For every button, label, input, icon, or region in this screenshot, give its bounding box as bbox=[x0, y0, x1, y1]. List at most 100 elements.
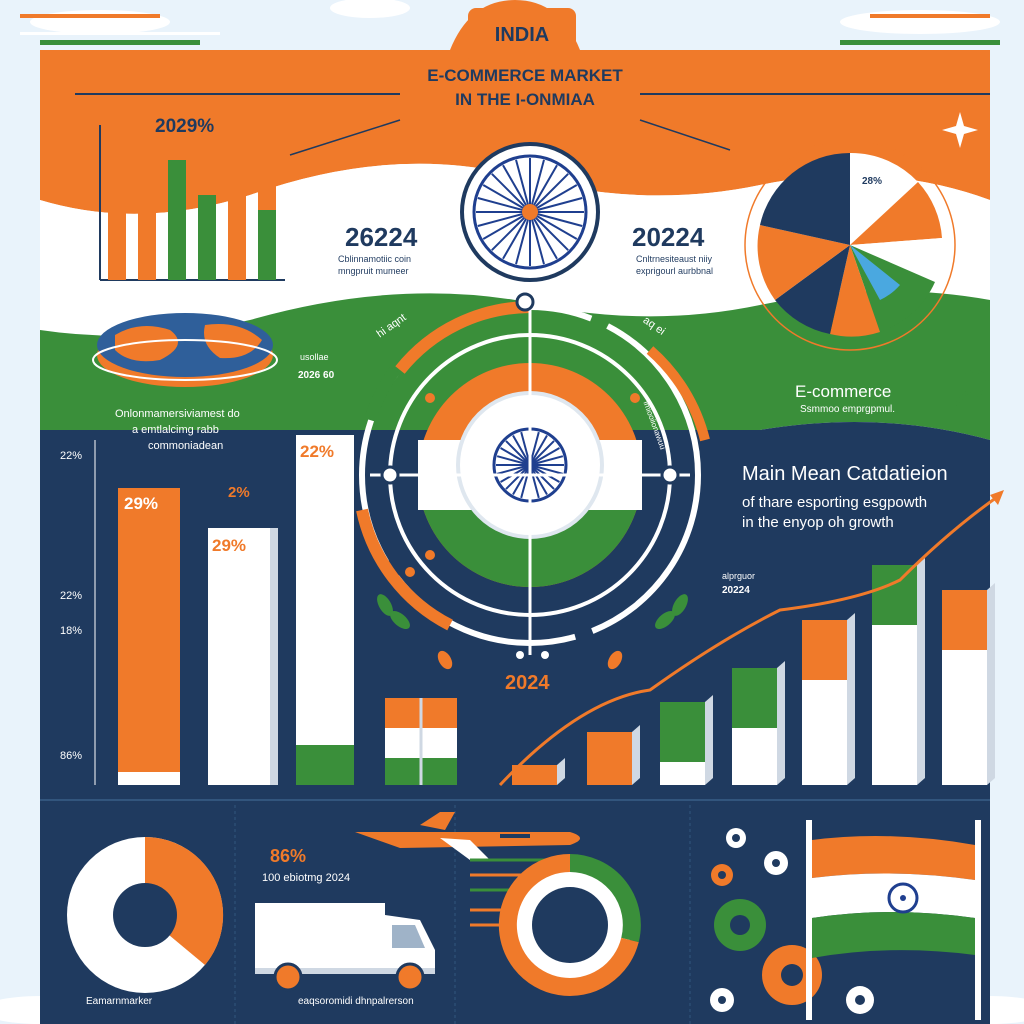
left-caption-3: commoniadean bbox=[148, 440, 224, 452]
growth-bar-base bbox=[660, 762, 705, 785]
left-bar-label: 2% bbox=[228, 484, 250, 501]
growth-bar-chart bbox=[512, 558, 995, 785]
chakra-spoke bbox=[515, 159, 531, 213]
growth-arrow bbox=[498, 493, 1001, 787]
year-right: 20224 bbox=[632, 222, 705, 252]
india-flag bbox=[806, 820, 981, 1020]
top-left-chart-label: 2029% bbox=[155, 116, 215, 137]
saffron-band bbox=[40, 0, 990, 214]
year-left-caption-2: mngpruit mumeer bbox=[338, 266, 409, 276]
header-country: INDIA bbox=[494, 24, 550, 46]
growth-bar-top bbox=[942, 590, 987, 650]
left-axis-label: 86% bbox=[60, 750, 83, 762]
ecommerce-title: E-commerce bbox=[795, 382, 892, 401]
top-bar bbox=[168, 160, 186, 280]
growth-bar-top bbox=[802, 620, 847, 680]
growth-bar-side bbox=[705, 695, 713, 785]
growth-caption-2: 20224 bbox=[722, 585, 750, 596]
chakra-spoke bbox=[529, 464, 564, 475]
donut-caption: Eamarnmarker bbox=[86, 996, 153, 1007]
ring-year: 2024 bbox=[505, 672, 550, 694]
growth-bar-top bbox=[512, 765, 557, 785]
left-axis-label: 18% bbox=[60, 625, 83, 637]
year-left: 26224 bbox=[345, 222, 418, 252]
globe-illustration bbox=[92, 313, 278, 387]
center-ring-chart bbox=[356, 292, 710, 659]
growth-bar-side bbox=[987, 583, 995, 785]
chakra-spoke bbox=[496, 464, 531, 475]
chakra-spoke bbox=[491, 211, 531, 251]
chakra-spoke bbox=[477, 197, 531, 213]
left-bar-label: 29% bbox=[124, 494, 159, 513]
growth-bar-side bbox=[917, 558, 925, 785]
top-right-pie-chart bbox=[744, 139, 956, 351]
top-left-bar-chart bbox=[99, 125, 285, 281]
chakra-spoke bbox=[529, 159, 545, 213]
left-bar-label: 22% bbox=[300, 442, 335, 461]
top-bar bbox=[108, 195, 126, 280]
year-right-caption-1: Cnltrnesiteaust niiy bbox=[636, 254, 713, 264]
chakra-spoke bbox=[529, 440, 555, 466]
chakra-spoke bbox=[529, 464, 548, 495]
growth-caption-1: alprguor bbox=[722, 571, 756, 581]
growth-bar-base bbox=[872, 625, 917, 785]
chakra-spoke bbox=[482, 184, 531, 213]
chakra-spoke bbox=[491, 173, 531, 213]
growth-bar-base bbox=[732, 728, 777, 785]
growth-bar-top bbox=[660, 702, 705, 762]
chakra-spoke bbox=[529, 464, 555, 490]
left-caption-2: a emtlalcimg rabb bbox=[132, 424, 219, 436]
globe-label-right: 2026 bbox=[218, 305, 243, 317]
truck-icon bbox=[255, 903, 435, 992]
chakra-spoke bbox=[496, 455, 531, 466]
chakra-spoke bbox=[529, 197, 583, 213]
header-title-line1: E-COMMERCE MARKET bbox=[427, 66, 623, 85]
chakra-spoke bbox=[529, 184, 578, 213]
chakra-spoke bbox=[529, 211, 569, 251]
globe-label-left: 2026 bbox=[132, 305, 157, 317]
plane-percent: 86% bbox=[270, 846, 307, 866]
left-bar-chart bbox=[94, 435, 354, 785]
top-bar bbox=[138, 160, 156, 280]
plane-icon bbox=[355, 812, 580, 860]
chakra-spoke bbox=[477, 211, 531, 227]
chakra-spoke bbox=[529, 435, 548, 466]
bottom-donut-chart bbox=[67, 836, 224, 993]
left-bar-label: 29% bbox=[212, 536, 247, 555]
truck-caption: eaqsoromidi dhnpalrerson bbox=[298, 996, 414, 1007]
chakra-spoke bbox=[529, 211, 583, 227]
plane-caption: 100 ebiotmg 2024 bbox=[262, 872, 351, 884]
left-bar bbox=[296, 435, 354, 785]
growth-bar-top bbox=[732, 668, 777, 728]
chakra-spoke bbox=[529, 447, 560, 466]
chakra-spoke bbox=[529, 164, 558, 213]
left-bar bbox=[118, 488, 180, 785]
top-stripes bbox=[20, 14, 1000, 45]
top-right-pie-label: 28% bbox=[862, 176, 883, 187]
chakra-spoke bbox=[482, 211, 531, 240]
chakra-spoke bbox=[502, 211, 531, 260]
growth-bar-side bbox=[557, 758, 565, 785]
left-caption-1: Onlonmamersiviamest do bbox=[115, 408, 240, 420]
chakra-spoke bbox=[505, 464, 531, 490]
chakra-spoke bbox=[505, 440, 531, 466]
mid-left-small-1: usollae bbox=[300, 352, 329, 362]
top-bar bbox=[198, 195, 216, 280]
left-axis-label: 22% bbox=[60, 590, 83, 602]
growth-line1: of thare esporting esgpowth bbox=[742, 494, 928, 511]
chakra-spoke bbox=[512, 435, 531, 466]
left-bar bbox=[208, 528, 270, 785]
sparkle-icon bbox=[942, 112, 978, 148]
bottom-ring-chart bbox=[498, 853, 641, 996]
top-chakra bbox=[460, 142, 600, 282]
growth-bar-side bbox=[777, 661, 785, 785]
growth-line2: in the enyop oh growth bbox=[742, 514, 894, 531]
chakra-spoke bbox=[529, 455, 564, 466]
year-left-caption-1: Cblinnamotiic coin bbox=[338, 254, 412, 264]
chakra-spoke bbox=[500, 447, 531, 466]
flag-box bbox=[385, 698, 457, 785]
top-bar bbox=[228, 190, 246, 280]
chakra-spoke bbox=[515, 211, 531, 265]
